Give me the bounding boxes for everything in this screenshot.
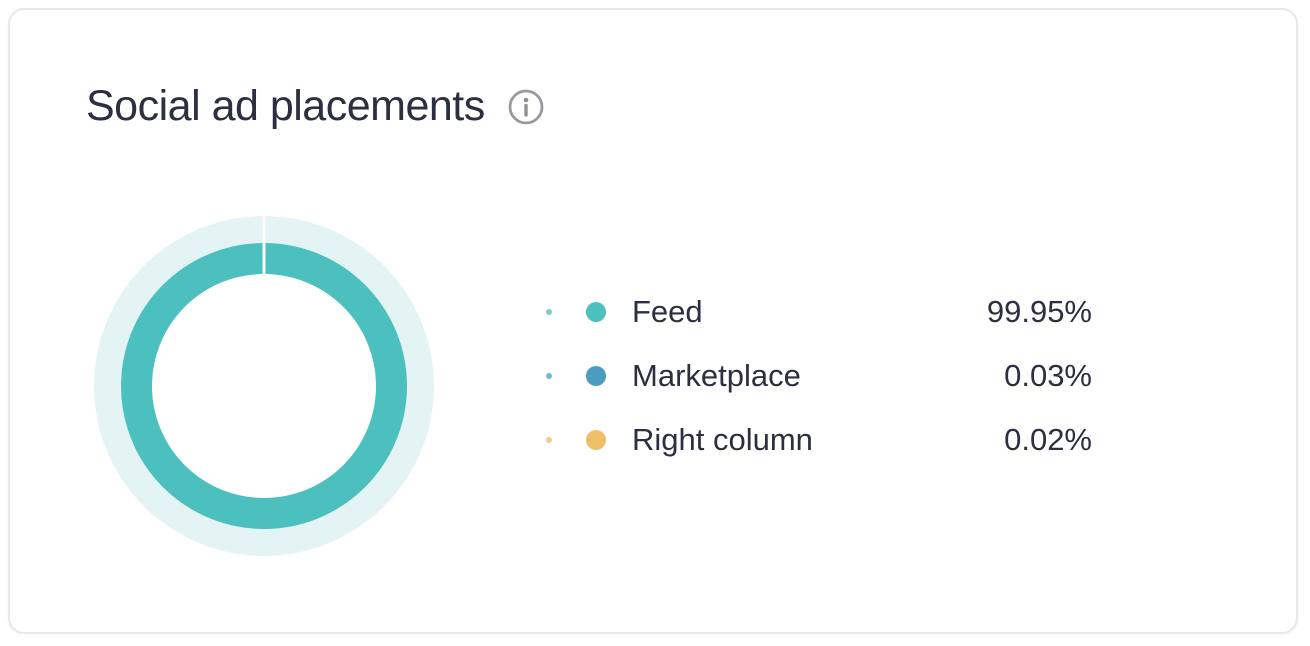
legend-label: Right column bbox=[632, 422, 813, 457]
legend-value: 0.03% bbox=[1004, 358, 1092, 393]
legend-dot-icon bbox=[586, 302, 606, 322]
legend-mini-dot-icon bbox=[546, 309, 552, 315]
social-ad-placements-card: Social ad placements Feed 99.95% Marketp… bbox=[8, 8, 1298, 634]
chart-legend: Feed 99.95% Marketplace 0.03% Right colu… bbox=[542, 280, 1092, 472]
donut-svg[interactable] bbox=[90, 212, 438, 560]
card-header: Social ad placements bbox=[86, 82, 545, 131]
legend-value: 0.02% bbox=[1004, 422, 1092, 457]
donut-chart bbox=[90, 212, 438, 560]
legend-item[interactable]: Right column 0.02% bbox=[542, 408, 1092, 472]
legend-value: 99.95% bbox=[986, 294, 1092, 329]
legend-label: Marketplace bbox=[632, 358, 801, 393]
legend-mini-dot-icon bbox=[546, 437, 552, 443]
legend-mini-dot-icon bbox=[546, 373, 552, 379]
legend-label: Feed bbox=[632, 294, 703, 329]
legend-dot-icon bbox=[586, 430, 606, 450]
legend-item[interactable]: Marketplace 0.03% bbox=[542, 344, 1092, 408]
card-title: Social ad placements bbox=[86, 82, 485, 130]
info-icon[interactable] bbox=[507, 88, 545, 126]
legend-dot-icon bbox=[586, 366, 606, 386]
legend-item[interactable]: Feed 99.95% bbox=[542, 280, 1092, 344]
